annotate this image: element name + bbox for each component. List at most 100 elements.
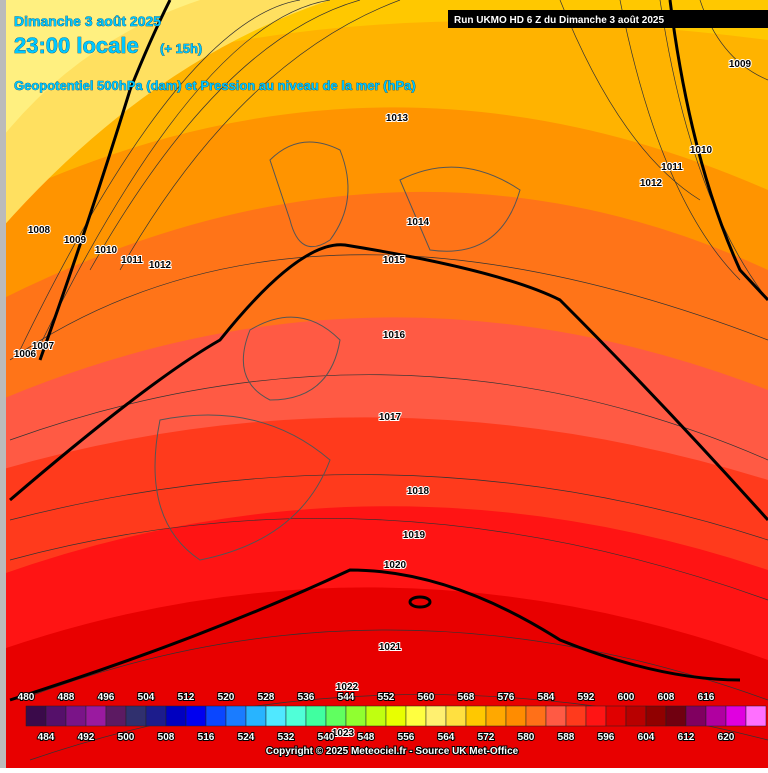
swatch — [25, 705, 47, 727]
colorbar-label: 584 — [538, 692, 555, 703]
swatch — [445, 705, 467, 727]
lead: (+ 15h) — [160, 41, 202, 56]
swatch — [645, 705, 667, 727]
isobar-label: 1012 — [149, 260, 172, 271]
isobar-label: 1015 — [383, 255, 406, 266]
swatch — [725, 705, 747, 727]
colorbar-label: 480 — [18, 692, 35, 703]
colorbar: 480 488 496 504 512 520 528 536 544 552 560 568 576 5… — [17, 691, 767, 744]
colorbar-label: 596 — [598, 732, 615, 743]
isobar-label: 1022 — [336, 682, 359, 693]
swatch — [665, 705, 687, 727]
colorbar-label: 604 — [638, 732, 655, 743]
isobar-label: 1016 — [383, 330, 406, 341]
colorbar-label: 528 — [258, 692, 275, 703]
run-box — [448, 10, 768, 28]
isobar-label: 1011 — [661, 162, 683, 173]
colorbar-label: 516 — [198, 732, 215, 743]
isobar-label: 1018 — [407, 486, 430, 497]
swatch — [345, 705, 367, 727]
colorbar-label: 484 — [38, 732, 55, 743]
swatch — [165, 705, 187, 727]
swatch — [145, 705, 167, 727]
colorbar-label: 492 — [78, 732, 95, 743]
colorbar-label: 560 — [418, 692, 435, 703]
isobar-label: 1017 — [379, 412, 402, 423]
colorbar-label: 600 — [618, 692, 635, 703]
isobar-label: 1014 — [407, 217, 430, 228]
swatch — [505, 705, 527, 727]
isobar-label: 1007 — [32, 341, 55, 352]
swatch — [265, 705, 287, 727]
swatch — [245, 705, 267, 727]
colorbar-label: 540 — [318, 732, 335, 743]
edge — [0, 0, 6, 768]
colorbar-label: 496 — [98, 692, 115, 703]
swatch — [405, 705, 427, 727]
swatch — [45, 705, 67, 727]
colorbar-label: 620 — [718, 732, 735, 743]
colorbar-label: 512 — [178, 692, 195, 703]
colorbar-label: 520 — [218, 692, 235, 703]
colorbar-label: 576 — [498, 692, 515, 703]
colorbar-label: 588 — [558, 732, 575, 743]
colorbar-label: 564 — [438, 732, 455, 743]
swatch — [565, 705, 587, 727]
swatch — [425, 705, 447, 727]
colorbar-label: 580 — [518, 732, 535, 743]
swatch — [205, 705, 227, 727]
swatch — [525, 705, 547, 727]
isobar-label: 1023 — [332, 728, 355, 739]
swatch — [585, 705, 607, 727]
colorbar-label: 616 — [698, 692, 715, 703]
colorbar-label: 552 — [378, 692, 395, 703]
swatch — [65, 705, 87, 727]
swatch — [385, 705, 407, 727]
colorbar-label: 592 — [578, 692, 595, 703]
colorbar-label: 568 — [458, 692, 475, 703]
isobar-label: 1010 — [690, 145, 713, 156]
swatch — [185, 705, 207, 727]
colorbar-label: 572 — [478, 732, 495, 743]
swatch — [625, 705, 647, 727]
swatch — [745, 705, 767, 727]
colorbar-label: 508 — [158, 732, 175, 743]
coastlines — [154, 141, 521, 561]
swatch — [705, 705, 727, 727]
colorbar-label: 556 — [398, 732, 415, 743]
colorbar-label: 504 — [138, 692, 155, 703]
swatch — [105, 705, 127, 727]
isobar-label: 1009 — [64, 235, 87, 246]
colorbar-label: 524 — [238, 732, 255, 743]
band — [0, 0, 200, 140]
date: Dimanche 3 août 2025 — [14, 13, 161, 29]
swatch — [305, 705, 327, 727]
colorbar-label: 608 — [658, 692, 675, 703]
swatch — [605, 705, 627, 727]
isobar-label: 1006 — [14, 349, 37, 360]
swatch — [285, 705, 307, 727]
colorbar-label: 536 — [298, 692, 315, 703]
colorbar-label: 532 — [278, 732, 295, 743]
isobar-label: 1012 — [640, 178, 663, 189]
isobar-labels: 1009101310101011101210141008100910101011… — [13, 58, 753, 740]
isobar-label: 1019 — [403, 530, 426, 541]
swatch — [365, 705, 387, 727]
swatch — [685, 705, 707, 727]
isobar-label: 1020 — [384, 560, 407, 571]
swatch — [465, 705, 487, 727]
swatch — [125, 705, 147, 727]
colorbar-label: 548 — [358, 732, 375, 743]
colorbar-label: 612 — [678, 732, 695, 743]
swatch — [225, 705, 247, 727]
colorbar-label: 544 — [338, 692, 355, 703]
footer: Copyright © 2025 Meteociel.fr - Source U… — [266, 746, 519, 757]
swatch — [325, 705, 347, 727]
isobar-label: 1011 — [121, 255, 143, 266]
isobar-label: 1010 — [95, 245, 118, 256]
time: 23:00 locale — [14, 33, 139, 58]
swatch — [85, 705, 107, 727]
title: Geopotentiel 500hPa (dam) et Pression au… — [14, 78, 416, 93]
thick-isobars — [9, 0, 768, 702]
